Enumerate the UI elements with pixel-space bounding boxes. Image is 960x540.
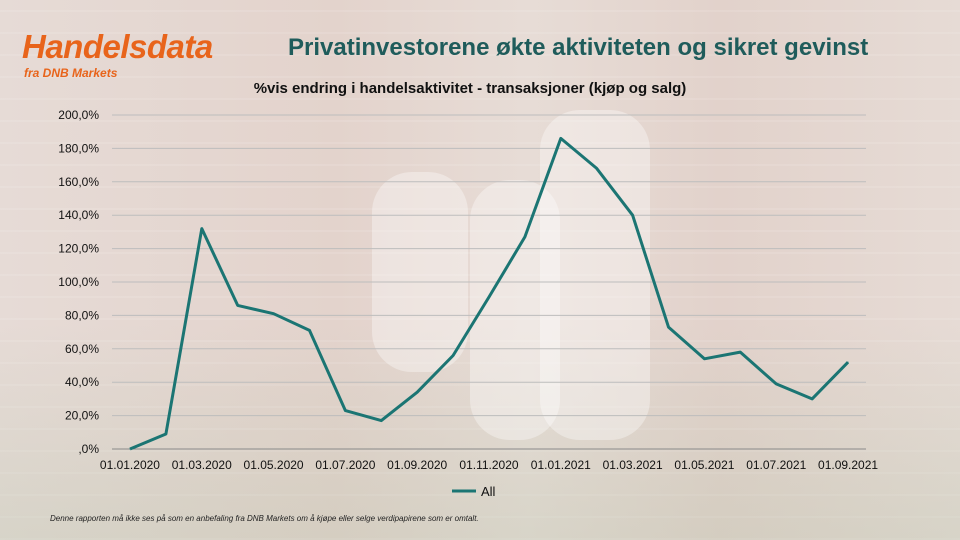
data-point: [380, 420, 382, 422]
y-tick-label: 180,0%: [58, 141, 99, 155]
x-tick-label: 01.09.2020: [387, 458, 447, 472]
data-point: [308, 329, 310, 331]
data-point: [596, 167, 598, 169]
x-tick-label: 01.03.2020: [172, 458, 232, 472]
data-point: [632, 214, 634, 216]
series-lines: [129, 136, 850, 451]
handelsdata-logo: Handelsdata fra DNB Markets: [22, 28, 213, 80]
data-point: [201, 228, 203, 230]
x-tick-label: 01.05.2021: [674, 458, 734, 472]
y-tick-label: 140,0%: [58, 208, 99, 222]
x-tick-label: 01.11.2020: [459, 458, 518, 472]
x-tick-label: 01.09.2021: [818, 458, 878, 472]
data-point: [847, 361, 849, 363]
legend-label: All: [481, 484, 496, 499]
data-point: [344, 410, 346, 412]
y-axis-ticks: ,0% 20,0% 40,0% 60,0% 80,0% 100,0% 120,0% 140,0…: [58, 108, 99, 456]
data-point: [775, 383, 777, 385]
y-tick-label: 200,0%: [58, 108, 99, 122]
chart-title-wrap: %vis endring i handelsaktivitet - transa…: [0, 80, 960, 97]
disclaimer-text: Denne rapporten må ikke ses på som en an…: [50, 514, 479, 523]
y-tick-label: 20,0%: [65, 409, 99, 423]
data-point: [165, 433, 167, 435]
data-point: [668, 326, 670, 328]
y-tick-label: 160,0%: [58, 175, 99, 189]
x-tick-label: 01.07.2021: [746, 458, 806, 472]
page-headline: Privatinvestorene økte aktiviteten og si…: [288, 34, 869, 61]
y-tick-label: 80,0%: [65, 308, 99, 322]
data-point: [703, 358, 705, 360]
y-tick-label: 100,0%: [58, 275, 99, 289]
data-point: [416, 391, 418, 393]
x-tick-label: 01.05.2020: [244, 458, 304, 472]
x-tick-label: 01.03.2021: [603, 458, 663, 472]
logo-subtitle: fra DNB Markets: [24, 66, 118, 80]
data-point: [739, 351, 741, 353]
data-point: [488, 296, 490, 298]
data-point: [237, 304, 239, 306]
data-point: [273, 313, 275, 315]
series-line-all: [129, 136, 850, 451]
legend: All: [452, 484, 496, 499]
x-axis-ticks: 01.01.2020 01.03.2020 01.05.2020 01.07.2020…: [100, 458, 878, 472]
x-tick-label: 01.07.2020: [315, 458, 375, 472]
data-point: [129, 448, 131, 450]
x-tick-label: 01.01.2020: [100, 458, 160, 472]
x-tick-label: 01.01.2021: [531, 458, 591, 472]
y-tick-label: ,0%: [78, 442, 99, 456]
logo-title: Handelsdata: [22, 28, 213, 65]
y-tick-label: 40,0%: [65, 375, 99, 389]
data-point: [524, 236, 526, 238]
data-point: [560, 137, 562, 139]
data-point: [452, 354, 454, 356]
y-tick-label: 60,0%: [65, 342, 99, 356]
data-point: [811, 398, 813, 400]
chart-title: %vis endring i handelsaktivitet - transa…: [253, 80, 687, 97]
gridlines: [112, 114, 866, 450]
y-tick-label: 120,0%: [58, 242, 99, 256]
